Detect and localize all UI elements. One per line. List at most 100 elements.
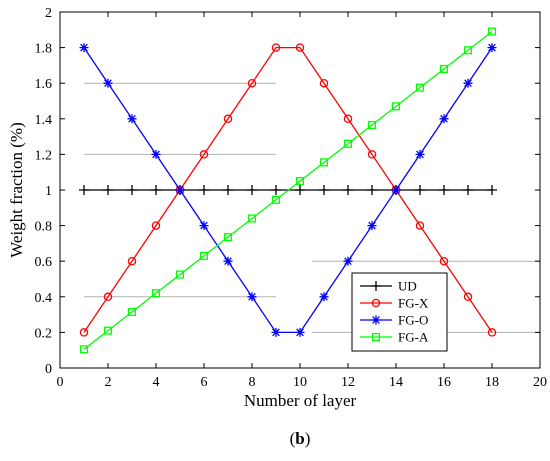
x-tick-label: 14 xyxy=(389,375,403,390)
y-axis-label: Weight fraction (%) xyxy=(7,122,26,258)
y-tick-label: 0 xyxy=(45,362,52,377)
data-point-fg-a xyxy=(439,64,449,74)
x-tick-label: 16 xyxy=(437,375,451,390)
data-point-fg-a xyxy=(79,345,89,354)
data-point-fg-a xyxy=(463,46,473,55)
legend-label: UD xyxy=(398,279,417,294)
data-point-fg-x xyxy=(463,292,473,302)
data-point-fg-a xyxy=(271,195,281,204)
data-point-ud xyxy=(439,185,449,195)
data-point-fg-x xyxy=(79,328,89,337)
data-point-fg-o xyxy=(463,78,473,88)
data-point-fg-o xyxy=(175,185,185,195)
data-point-fg-x xyxy=(319,78,329,88)
y-tick-label: 0.6 xyxy=(35,255,53,270)
data-point-fg-x xyxy=(343,114,353,124)
x-axis-label: Number of layer xyxy=(244,391,357,410)
data-point-ud xyxy=(295,185,305,195)
y-tick-label: 2 xyxy=(45,6,52,21)
data-point-fg-o xyxy=(295,327,305,337)
legend-entry-fg-o: FG-O xyxy=(360,313,428,328)
data-point-fg-x xyxy=(439,256,449,266)
x-tick-label: 4 xyxy=(153,375,160,390)
data-point-fg-a xyxy=(295,177,305,186)
data-point-fg-a xyxy=(175,270,185,279)
x-tick-label: 6 xyxy=(201,375,208,390)
data-point-fg-x xyxy=(367,150,377,159)
y-tick-label: 0.2 xyxy=(35,326,53,341)
data-point-fg-o xyxy=(319,292,329,302)
data-point-ud xyxy=(343,185,353,195)
data-point-ud xyxy=(415,185,425,195)
data-point-fg-o xyxy=(223,256,233,266)
data-point-fg-a xyxy=(151,289,161,298)
x-tick-label: 10 xyxy=(293,375,307,390)
legend-label: FG-X xyxy=(398,296,429,311)
legend-marker-fg-x xyxy=(371,298,381,308)
legend-marker-fg-o xyxy=(371,315,381,325)
data-point-fg-x xyxy=(415,221,425,230)
axis-ticks: 0 2 4 6 8 10 12 14 16 18 20 0 0.2 0.4 0.6 0.8 1 1.2 1.4 1.6… xyxy=(35,6,548,390)
data-point-fg-o xyxy=(343,256,353,266)
y-tick-label: 1.2 xyxy=(35,148,53,163)
data-point-fg-o xyxy=(199,221,209,231)
y-tick-label: 1.6 xyxy=(35,77,53,92)
series-layer xyxy=(79,27,497,354)
legend: UD FG-X FG-O FG-A xyxy=(351,272,448,352)
x-tick-label: 2 xyxy=(105,375,112,390)
panel-label: (b) xyxy=(290,429,311,448)
data-point-fg-o xyxy=(271,327,281,337)
data-point-fg-a xyxy=(103,326,113,335)
legend-entry-fg-x: FG-X xyxy=(360,296,429,311)
data-point-fg-o xyxy=(415,149,425,159)
data-point-fg-o xyxy=(151,149,161,159)
data-point-ud xyxy=(487,185,497,195)
x-tick-label: 8 xyxy=(249,375,256,390)
data-point-ud xyxy=(103,185,113,195)
data-point-fg-a xyxy=(487,27,497,36)
data-point-ud xyxy=(199,185,209,195)
data-point-fg-x xyxy=(151,221,161,230)
data-point-ud xyxy=(223,185,233,195)
data-point-fg-a xyxy=(319,158,329,167)
y-tick-label: 1.8 xyxy=(35,42,53,57)
legend-marker-ud xyxy=(371,281,381,291)
data-point-fg-x xyxy=(487,328,497,337)
legend-marker-fg-a xyxy=(371,332,381,342)
data-point-ud xyxy=(319,185,329,195)
data-point-fg-x xyxy=(295,43,305,52)
data-point-fg-x xyxy=(223,114,233,124)
x-tick-label: 0 xyxy=(57,375,64,390)
data-point-fg-a xyxy=(343,139,353,148)
data-point-fg-o xyxy=(367,221,377,231)
data-point-fg-x xyxy=(247,78,257,88)
data-point-fg-o xyxy=(103,78,113,88)
data-point-fg-x xyxy=(103,292,113,302)
legend-label: FG-A xyxy=(398,330,429,345)
data-point-fg-o xyxy=(127,114,137,124)
data-point-ud xyxy=(463,185,473,195)
data-point-fg-o xyxy=(79,43,89,53)
data-point-fg-a xyxy=(391,102,401,111)
data-point-fg-a xyxy=(199,251,209,260)
data-point-fg-o xyxy=(487,43,497,53)
series-fg-o xyxy=(79,43,497,337)
data-point-ud xyxy=(127,185,137,195)
data-point-fg-o xyxy=(391,185,401,195)
data-point-fg-o xyxy=(247,292,257,302)
data-point-fg-x xyxy=(127,256,137,266)
data-point-fg-a xyxy=(127,307,137,316)
x-tick-label: 18 xyxy=(485,375,499,390)
legend-entry-fg-a: FG-A xyxy=(360,330,429,345)
y-tick-label: 1.4 xyxy=(35,113,53,128)
data-point-ud xyxy=(271,185,281,195)
data-point-fg-a xyxy=(367,120,377,130)
x-tick-label: 20 xyxy=(533,375,547,390)
legend-label: FG-O xyxy=(398,313,428,328)
data-point-ud xyxy=(151,185,161,195)
y-tick-label: 1 xyxy=(45,184,52,199)
data-point-ud xyxy=(79,185,89,195)
legend-entry-ud: UD xyxy=(360,279,417,294)
data-point-fg-a xyxy=(223,233,233,242)
